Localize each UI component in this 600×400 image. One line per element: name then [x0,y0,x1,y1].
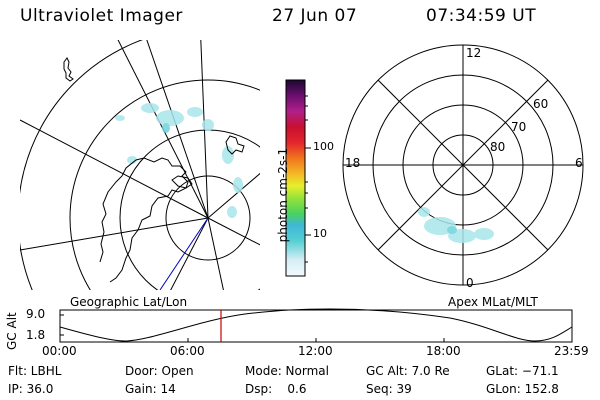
info-glon: GLon: 152.8 [486,382,559,396]
geographic-map [20,40,260,290]
colorbar-unit-label: photon cm-2s-1 [262,148,290,250]
colorbar-ticks [305,95,311,263]
instrument-title: Ultraviolet Imager [20,6,183,26]
orbit-ylabel: GC Alt [5,312,19,350]
info-seq: Seq: 39 [366,382,412,396]
orbit-strip [59,308,573,343]
altitude-curve [59,308,573,342]
image-date: 27 Jun 07 [272,6,358,26]
mlat-label-80: 80 [490,140,506,154]
mlat-label-70: 70 [511,120,527,134]
info-door: Door: Open [125,364,194,378]
info-filter: Flt: LBHL [8,364,62,378]
apex-projection-label: Apex MLat/MLT [448,295,538,309]
colorbar-tick-10: 10 [313,227,327,240]
info-gc-alt: GC Alt: 7.0 Re [366,364,450,378]
mlt-label-6: 6 [575,156,583,170]
mlt-label-12: 12 [466,46,482,60]
time-tick-1800: 18:00 [426,344,461,358]
time-tick-2359: 23:59 [554,344,589,358]
geo-projection-label: Geographic Lat/Lon [70,295,188,309]
colorbar-unit-text: photon cm-2s-1 [276,147,290,243]
time-tick-0600: 06:00 [170,344,205,358]
colorbar-tick-100: 100 [313,140,334,153]
aurora-geographic [115,103,243,218]
info-glat: GLat: −71.1 [486,364,559,378]
mlat-label-60: 60 [533,97,549,111]
info-mode: Mode: Normal [245,364,329,378]
aurora-apex [418,207,494,243]
orbit-ytick-9: 9.0 [26,307,46,321]
info-ip: IP: 36.0 [8,382,54,396]
time-tick-0000: 00:00 [42,344,77,358]
info-gain: Gain: 14 [125,382,176,396]
info-dsp: Dsp: 0.6 [245,382,307,396]
polar-dial [342,44,584,286]
colorbar [285,79,306,277]
mlt-label-0: 0 [466,276,474,290]
orbit-ytick-1.8: 1.8 [26,328,46,342]
time-tick-1200: 12:00 [298,344,333,358]
coastlines [63,57,245,283]
mlt-label-18: 18 [345,156,361,170]
image-time: 07:34:59 UT [426,6,537,26]
